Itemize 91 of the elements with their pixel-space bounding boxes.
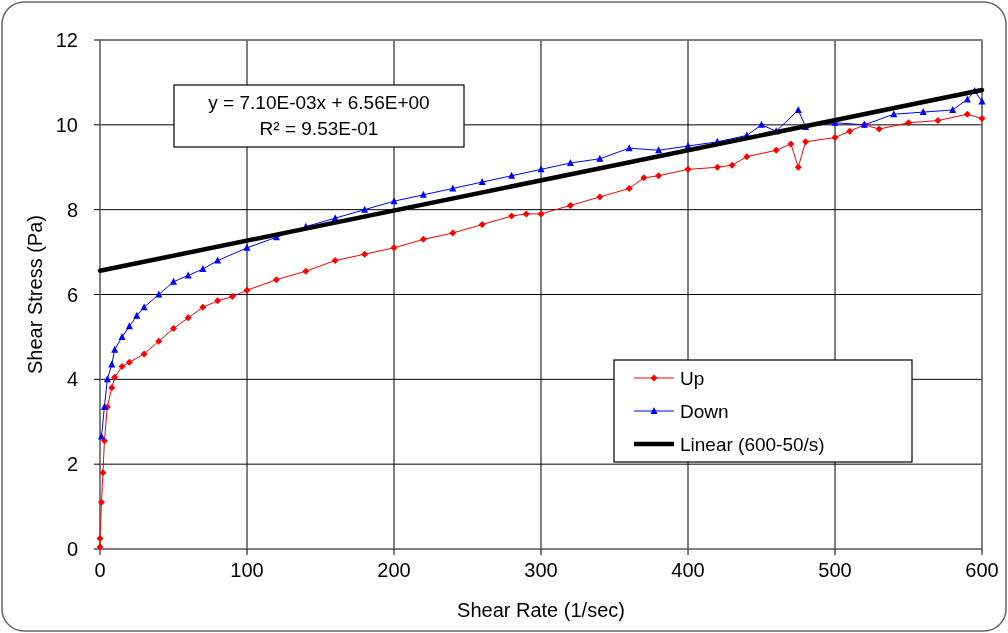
point bbox=[419, 235, 427, 243]
point bbox=[302, 267, 310, 275]
point bbox=[655, 172, 663, 180]
point bbox=[243, 286, 251, 294]
x-axis-title: Shear Rate (1/sec) bbox=[457, 599, 625, 621]
point bbox=[919, 108, 927, 116]
point bbox=[272, 276, 280, 284]
y-tick-label: 12 bbox=[55, 29, 78, 51]
point bbox=[743, 153, 751, 161]
point bbox=[846, 127, 854, 135]
point bbox=[949, 105, 957, 113]
legend-label: Linear (600-50/s) bbox=[680, 434, 825, 455]
point bbox=[831, 134, 839, 142]
point bbox=[243, 243, 251, 251]
x-tick-label: 100 bbox=[230, 559, 264, 581]
point bbox=[96, 534, 104, 542]
point bbox=[214, 297, 222, 305]
point bbox=[331, 257, 339, 265]
point bbox=[934, 117, 942, 125]
point bbox=[794, 163, 802, 171]
point bbox=[625, 184, 633, 192]
point bbox=[125, 358, 133, 366]
point bbox=[97, 498, 105, 506]
point bbox=[905, 119, 912, 127]
point bbox=[111, 373, 119, 381]
point bbox=[419, 190, 427, 198]
x-tick-label: 0 bbox=[94, 559, 106, 581]
point bbox=[655, 146, 663, 154]
point bbox=[566, 159, 574, 167]
point bbox=[170, 324, 177, 332]
point bbox=[963, 110, 971, 118]
point bbox=[199, 265, 207, 273]
x-tick-label: 200 bbox=[377, 559, 411, 581]
y-tick-label: 6 bbox=[66, 283, 78, 306]
annotation: R² = 9.53E-01 bbox=[259, 118, 379, 139]
y-tick-label: 4 bbox=[66, 368, 78, 391]
x-tick-label: 300 bbox=[524, 559, 558, 581]
point bbox=[522, 210, 530, 218]
point bbox=[566, 201, 574, 209]
point bbox=[728, 161, 736, 169]
point bbox=[155, 337, 163, 345]
point bbox=[184, 314, 192, 322]
point bbox=[155, 290, 163, 298]
point bbox=[111, 345, 119, 353]
point bbox=[118, 332, 126, 340]
point bbox=[596, 193, 604, 201]
point bbox=[772, 146, 780, 154]
point bbox=[118, 363, 126, 371]
point bbox=[449, 229, 457, 237]
point bbox=[508, 212, 516, 220]
point bbox=[390, 197, 398, 205]
point bbox=[361, 205, 369, 213]
legend-label: Down bbox=[680, 401, 729, 422]
point bbox=[787, 140, 795, 148]
y-axis-title: Shear Stress (Pa) bbox=[24, 215, 46, 374]
y-tick-label: 2 bbox=[66, 453, 78, 476]
point bbox=[97, 432, 105, 440]
x-tick-label: 600 bbox=[965, 559, 999, 581]
point bbox=[390, 244, 398, 252]
annotation: y = 7.10E-03x + 6.56E+00 bbox=[208, 92, 430, 113]
point bbox=[170, 277, 177, 285]
point bbox=[596, 154, 604, 162]
point bbox=[228, 293, 236, 301]
y-tick-label: 8 bbox=[66, 198, 78, 221]
point bbox=[794, 105, 802, 113]
point bbox=[978, 114, 986, 122]
point bbox=[214, 256, 222, 264]
point bbox=[713, 163, 721, 171]
legend-label: Up bbox=[680, 368, 705, 389]
y-tick-label: 10 bbox=[55, 113, 78, 136]
x-tick-label: 500 bbox=[818, 559, 852, 581]
y-tick-label: 0 bbox=[66, 538, 78, 560]
point bbox=[508, 171, 516, 179]
point bbox=[140, 350, 148, 358]
point bbox=[875, 125, 883, 133]
point bbox=[684, 165, 692, 173]
point bbox=[199, 303, 207, 311]
point bbox=[758, 120, 765, 128]
point bbox=[537, 210, 545, 218]
point bbox=[361, 250, 369, 258]
point bbox=[478, 221, 486, 229]
point bbox=[140, 303, 148, 311]
x-tick-label: 400 bbox=[671, 559, 705, 581]
point bbox=[478, 178, 486, 186]
point bbox=[978, 97, 986, 105]
point bbox=[802, 138, 810, 146]
point bbox=[133, 311, 141, 319]
point bbox=[537, 165, 545, 173]
point bbox=[640, 174, 648, 182]
point bbox=[108, 384, 116, 392]
point bbox=[99, 469, 107, 477]
